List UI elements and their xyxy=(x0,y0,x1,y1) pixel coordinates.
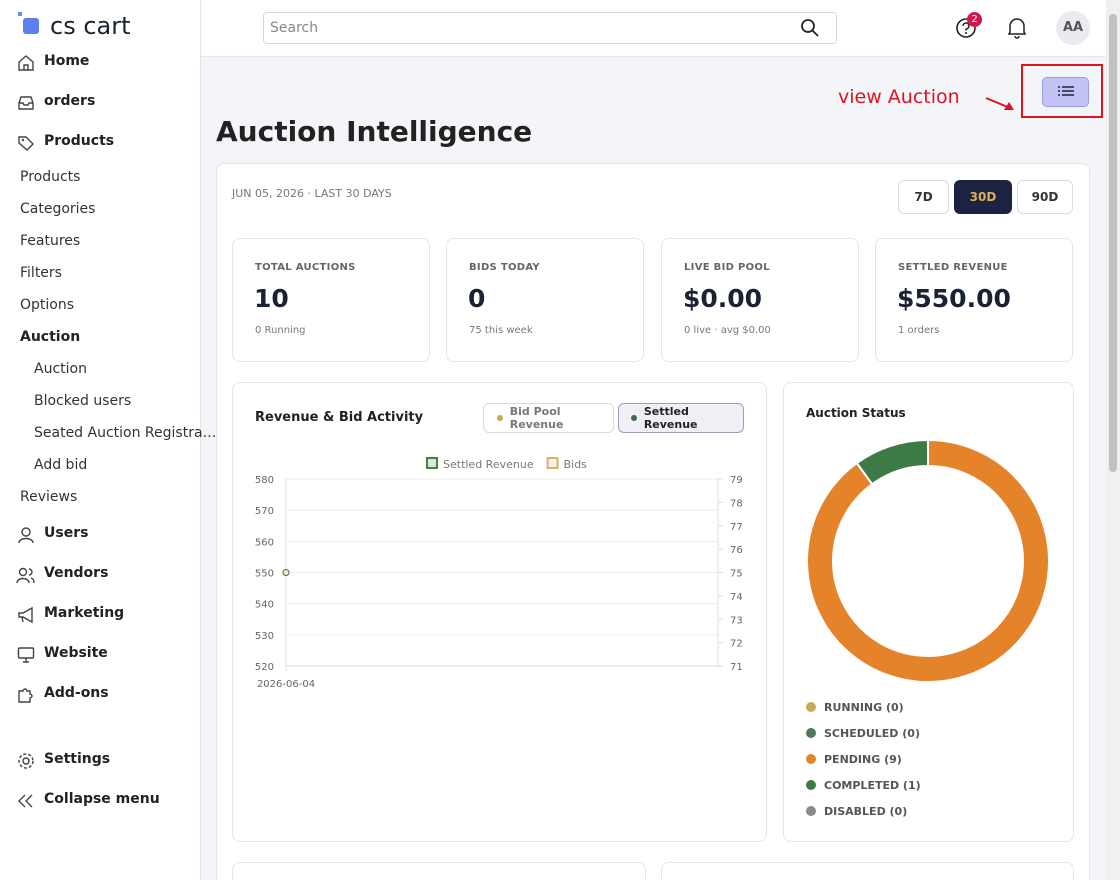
toggle-label: Settled Revenue xyxy=(643,405,698,431)
toggle-dot xyxy=(631,415,637,421)
nav-subitem[interactable]: Features xyxy=(20,233,81,249)
search-icon xyxy=(801,19,819,37)
nav-item[interactable]: Vendors xyxy=(44,565,109,581)
search-box[interactable]: Search xyxy=(263,12,837,44)
stat-label: SETTLED REVENUE xyxy=(898,262,1008,273)
stat-card xyxy=(875,238,1073,362)
collapse-icon xyxy=(18,794,33,808)
stat-value: $550.00 xyxy=(897,284,1011,313)
stat-label: LIVE BID POOL xyxy=(684,262,770,273)
nav-item[interactable]: Home xyxy=(44,53,90,69)
date-range: JUN 05, 2026 · LAST 30 DAYS xyxy=(232,187,392,200)
bell-icon[interactable] xyxy=(1007,17,1027,39)
marketing-icon xyxy=(18,606,33,624)
highlight-box xyxy=(1021,64,1103,118)
nav-subitem[interactable]: Auction xyxy=(34,361,87,377)
stat-value: $0.00 xyxy=(683,284,763,313)
settings-icon xyxy=(18,753,34,769)
nav-item[interactable]: Add-ons xyxy=(44,685,109,701)
nav-item[interactable]: Users xyxy=(44,525,89,541)
nav-item[interactable]: Marketing xyxy=(44,605,125,621)
logo[interactable]: cs cart xyxy=(50,12,131,40)
nav-item[interactable]: Website xyxy=(44,645,108,661)
bottom-card xyxy=(661,862,1074,880)
addons-icon xyxy=(18,688,33,703)
nav-subitem[interactable]: Auction xyxy=(20,329,81,345)
toggle-dot xyxy=(497,415,503,421)
nav-subitem[interactable]: Filters xyxy=(20,265,62,281)
annotation-arrow xyxy=(985,97,1014,110)
view-auction-button[interactable] xyxy=(1042,77,1089,107)
status-card xyxy=(783,382,1074,842)
sidebar: cs cart Home orders Products Products Ca… xyxy=(0,0,217,880)
stat-sub: 0 live · avg $0.00 xyxy=(684,325,771,336)
users-icon xyxy=(18,527,34,544)
nav-subitem[interactable]: Categories xyxy=(20,201,96,217)
vendors-icon xyxy=(16,567,35,584)
stat-value: 10 xyxy=(254,284,289,313)
toggle-label: Bid Pool Revenue xyxy=(509,405,564,431)
stat-value: 0 xyxy=(468,284,486,313)
nav-subitem[interactable]: Seated Auction Registra… xyxy=(34,425,217,441)
annotation: view Auction xyxy=(838,86,960,108)
stat-card xyxy=(661,238,859,362)
home-icon xyxy=(18,55,34,71)
logo-icon xyxy=(18,12,39,34)
toggle-bid-pool[interactable]: Bid Pool Revenue xyxy=(483,403,614,433)
website-icon xyxy=(17,647,35,663)
stat-card xyxy=(446,238,644,362)
nav-subitem[interactable]: Products xyxy=(20,169,81,185)
avatar[interactable]: AA xyxy=(1056,11,1090,45)
orders-icon xyxy=(18,96,34,110)
bottom-card xyxy=(232,862,646,880)
stat-sub: 1 orders xyxy=(898,325,940,336)
help-badge: 2 xyxy=(967,12,982,27)
products-icon xyxy=(18,136,34,151)
status-chart-title: Auction Status xyxy=(806,406,906,420)
stat-card xyxy=(232,238,430,362)
nav-subitem[interactable]: Add bid xyxy=(34,457,88,473)
stat-sub: 75 this week xyxy=(469,325,533,336)
list-icon xyxy=(1058,86,1074,96)
scrollbar xyxy=(1106,0,1120,880)
stat-sub: 0 Running xyxy=(255,325,306,336)
revenue-card xyxy=(232,382,767,842)
nav-item[interactable]: Collapse menu xyxy=(44,791,160,807)
scrollbar-thumb xyxy=(1109,14,1117,472)
page-title: Auction Intelligence xyxy=(216,115,533,148)
nav-subitem[interactable]: Options xyxy=(20,297,75,313)
nav-item[interactable]: Products xyxy=(44,133,115,149)
range-button-active[interactable]: 30D xyxy=(954,180,1012,214)
range-button[interactable]: 90D xyxy=(1017,180,1073,214)
range-button[interactable]: 7D xyxy=(898,180,949,214)
nav-subitem[interactable]: Blocked users xyxy=(34,393,132,409)
nav-item[interactable]: Settings xyxy=(44,751,111,767)
search-placeholder: Search xyxy=(270,20,319,36)
nav-subitem[interactable]: Reviews xyxy=(20,489,78,505)
revenue-chart-title: Revenue & Bid Activity xyxy=(255,410,424,425)
nav-item[interactable]: orders xyxy=(44,93,96,109)
toggle-settled[interactable]: Settled Revenue xyxy=(618,403,744,433)
header: Search 2 AA xyxy=(201,0,1120,57)
stat-label: BIDS TODAY xyxy=(469,262,540,273)
stat-label: TOTAL AUCTIONS xyxy=(255,262,356,273)
